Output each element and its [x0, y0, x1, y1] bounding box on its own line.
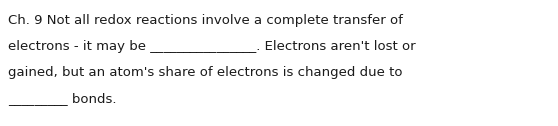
Text: electrons - it may be ________________. Electrons aren't lost or: electrons - it may be ________________. … — [8, 40, 416, 53]
Text: gained, but an atom's share of electrons is changed due to: gained, but an atom's share of electrons… — [8, 66, 402, 79]
Text: Ch. 9 Not all redox reactions involve a complete transfer of: Ch. 9 Not all redox reactions involve a … — [8, 14, 403, 27]
Text: _________ bonds.: _________ bonds. — [8, 92, 117, 105]
